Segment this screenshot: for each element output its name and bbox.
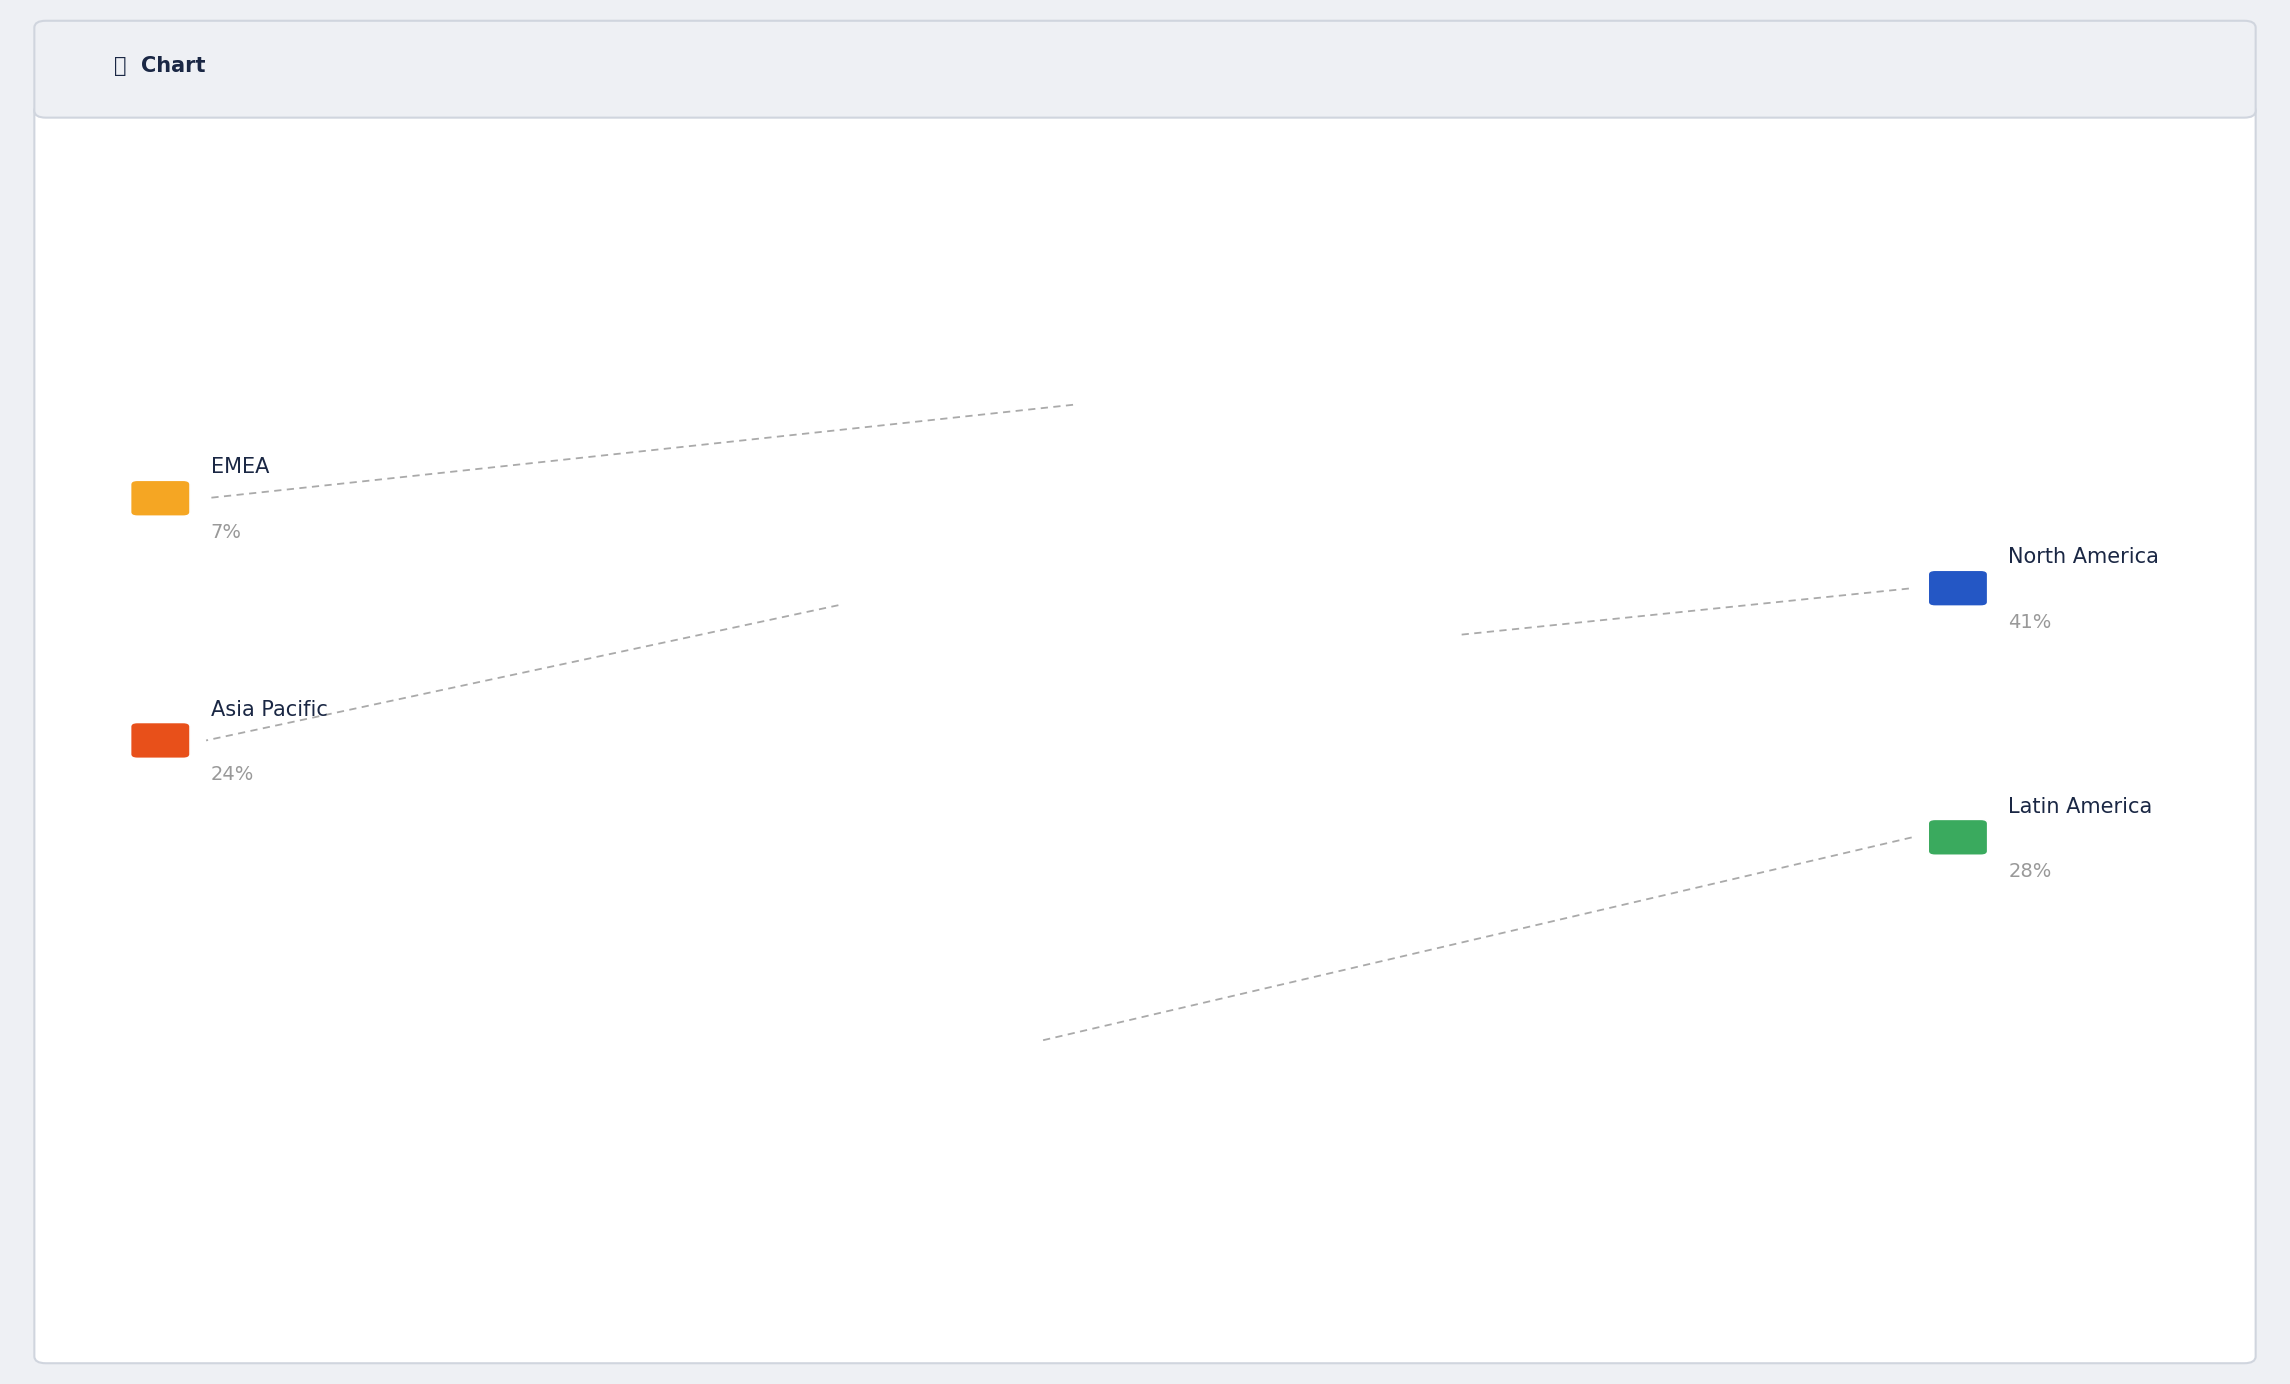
Wedge shape bbox=[950, 268, 1145, 727]
Text: North America: North America bbox=[2008, 548, 2159, 567]
Title: Monthly Sales by Region: Monthly Sales by Region bbox=[953, 61, 1337, 90]
Text: 7%: 7% bbox=[211, 523, 243, 543]
Text: Latin America: Latin America bbox=[2008, 797, 2153, 817]
Text: 41%: 41% bbox=[2008, 613, 2052, 632]
Text: EMEA: EMEA bbox=[211, 458, 268, 477]
Text: 📄  Chart: 📄 Chart bbox=[114, 57, 206, 76]
Wedge shape bbox=[719, 727, 1390, 1185]
Text: 24%: 24% bbox=[211, 765, 254, 785]
Wedge shape bbox=[687, 313, 1145, 895]
Text: 28%: 28% bbox=[2008, 862, 2052, 882]
Text: Asia Pacific: Asia Pacific bbox=[211, 700, 327, 720]
Wedge shape bbox=[1145, 268, 1603, 1113]
